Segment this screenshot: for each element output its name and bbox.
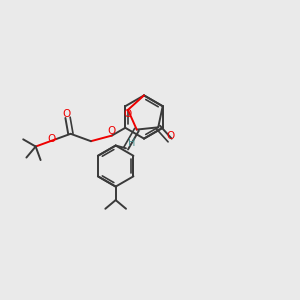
Text: O: O <box>167 131 175 141</box>
Text: O: O <box>108 125 116 136</box>
Text: O: O <box>47 134 55 143</box>
Text: O: O <box>124 109 132 119</box>
Text: H: H <box>128 138 135 148</box>
Text: O: O <box>62 109 70 119</box>
